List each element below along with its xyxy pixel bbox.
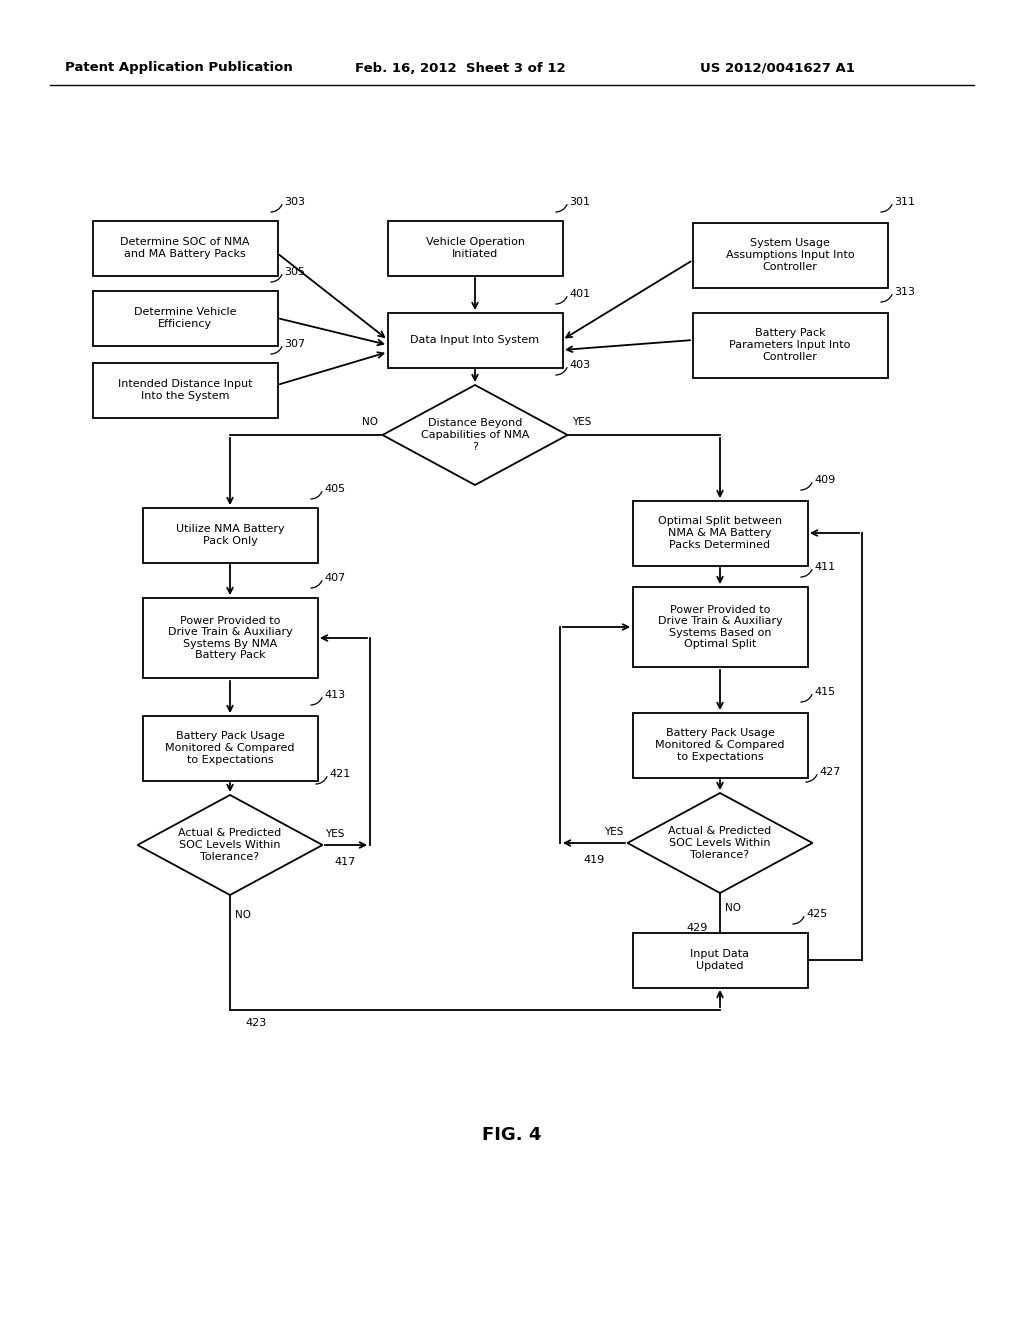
- Text: Determine Vehicle
Efficiency: Determine Vehicle Efficiency: [134, 308, 237, 329]
- Text: 427: 427: [819, 767, 841, 777]
- Text: 313: 313: [894, 286, 915, 297]
- Text: 405: 405: [324, 484, 345, 494]
- Text: Utilize NMA Battery
Pack Only: Utilize NMA Battery Pack Only: [176, 524, 285, 545]
- Polygon shape: [383, 385, 567, 484]
- Text: Feb. 16, 2012  Sheet 3 of 12: Feb. 16, 2012 Sheet 3 of 12: [355, 62, 565, 74]
- FancyBboxPatch shape: [92, 220, 278, 276]
- FancyBboxPatch shape: [142, 598, 317, 678]
- FancyBboxPatch shape: [633, 713, 808, 777]
- FancyBboxPatch shape: [92, 363, 278, 417]
- Text: NO: NO: [725, 903, 741, 913]
- Text: Determine SOC of NMA
and MA Battery Packs: Determine SOC of NMA and MA Battery Pack…: [120, 238, 250, 259]
- FancyBboxPatch shape: [142, 507, 317, 562]
- Text: US 2012/0041627 A1: US 2012/0041627 A1: [700, 62, 855, 74]
- Text: Intended Distance Input
Into the System: Intended Distance Input Into the System: [118, 379, 252, 401]
- Text: Battery Pack Usage
Monitored & Compared
to Expectations: Battery Pack Usage Monitored & Compared …: [655, 729, 784, 762]
- Text: Vehicle Operation
Initiated: Vehicle Operation Initiated: [426, 238, 524, 259]
- Text: 421: 421: [329, 770, 350, 779]
- Polygon shape: [628, 793, 812, 894]
- Text: 423: 423: [245, 1018, 266, 1028]
- FancyBboxPatch shape: [387, 220, 562, 276]
- Text: 409: 409: [814, 475, 836, 484]
- Text: 407: 407: [324, 573, 345, 583]
- Text: 429: 429: [687, 923, 708, 933]
- Text: Distance Beyond
Capabilities of NMA
?: Distance Beyond Capabilities of NMA ?: [421, 418, 529, 451]
- Text: 419: 419: [583, 855, 604, 865]
- Text: 311: 311: [894, 197, 915, 207]
- FancyBboxPatch shape: [633, 587, 808, 667]
- Text: 415: 415: [814, 686, 836, 697]
- Text: 303: 303: [284, 197, 305, 207]
- Text: YES: YES: [325, 829, 344, 840]
- Text: NO: NO: [362, 417, 378, 426]
- FancyBboxPatch shape: [142, 715, 317, 780]
- FancyBboxPatch shape: [633, 500, 808, 565]
- Polygon shape: [137, 795, 323, 895]
- FancyBboxPatch shape: [692, 313, 888, 378]
- Text: Power Provided to
Drive Train & Auxiliary
Systems Based on
Optimal Split: Power Provided to Drive Train & Auxiliar…: [657, 605, 782, 649]
- Text: Patent Application Publication: Patent Application Publication: [65, 62, 293, 74]
- Text: YES: YES: [572, 417, 592, 426]
- Text: Data Input Into System: Data Input Into System: [411, 335, 540, 345]
- Text: Actual & Predicted
SOC Levels Within
Tolerance?: Actual & Predicted SOC Levels Within Tol…: [178, 829, 282, 862]
- FancyBboxPatch shape: [387, 313, 562, 367]
- Text: 413: 413: [324, 690, 345, 700]
- Text: 307: 307: [284, 339, 305, 348]
- Text: 425: 425: [806, 909, 827, 919]
- Text: FIG. 4: FIG. 4: [482, 1126, 542, 1144]
- Text: 401: 401: [569, 289, 590, 300]
- Text: Input Data
Updated: Input Data Updated: [690, 949, 750, 970]
- Text: 305: 305: [284, 267, 305, 277]
- Text: Battery Pack
Parameters Input Into
Controller: Battery Pack Parameters Input Into Contr…: [729, 329, 851, 362]
- Text: Actual & Predicted
SOC Levels Within
Tolerance?: Actual & Predicted SOC Levels Within Tol…: [669, 826, 772, 859]
- FancyBboxPatch shape: [633, 932, 808, 987]
- FancyBboxPatch shape: [692, 223, 888, 288]
- Text: 403: 403: [569, 360, 590, 370]
- FancyBboxPatch shape: [92, 290, 278, 346]
- Text: 417: 417: [334, 857, 355, 867]
- Text: NO: NO: [234, 909, 251, 920]
- Text: 411: 411: [814, 562, 836, 572]
- Text: 301: 301: [569, 197, 590, 207]
- Text: Battery Pack Usage
Monitored & Compared
to Expectations: Battery Pack Usage Monitored & Compared …: [165, 731, 295, 764]
- Text: System Usage
Assumptions Input Into
Controller: System Usage Assumptions Input Into Cont…: [726, 239, 854, 272]
- Text: Optimal Split between
NMA & MA Battery
Packs Determined: Optimal Split between NMA & MA Battery P…: [658, 516, 782, 549]
- Text: YES: YES: [603, 828, 623, 837]
- Text: Power Provided to
Drive Train & Auxiliary
Systems By NMA
Battery Pack: Power Provided to Drive Train & Auxiliar…: [168, 615, 293, 660]
